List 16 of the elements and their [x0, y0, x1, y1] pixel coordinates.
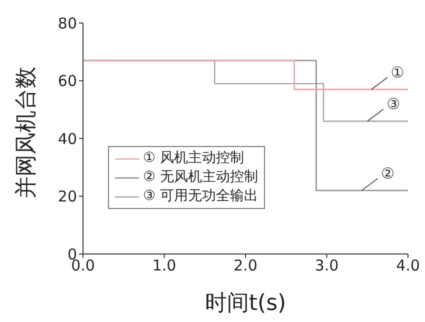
x-tick-label: 1.0	[152, 256, 176, 275]
annotation: ③	[386, 95, 400, 114]
annotation: ①	[390, 63, 404, 82]
y-axis-title: 并网风机台数	[14, 66, 39, 198]
x-axis-title: 时间t(s)	[204, 291, 286, 316]
x-tick-label: 3.0	[314, 256, 339, 275]
y-tick-label: 60	[58, 72, 77, 90]
x-tick-label: 4.0	[396, 256, 420, 275]
annotation: ②	[380, 164, 394, 182]
legend-label: ① 风机主动控制	[143, 149, 244, 168]
x-tick-label: 2.0	[234, 256, 258, 275]
legend-label: ③ 可用无功全输出	[143, 187, 258, 206]
legend-label: ② 无风机主动控制	[143, 168, 258, 187]
y-tick-label: 20	[58, 188, 77, 206]
y-tick-label: 80	[58, 14, 77, 32]
y-tick-label: 40	[58, 130, 77, 148]
